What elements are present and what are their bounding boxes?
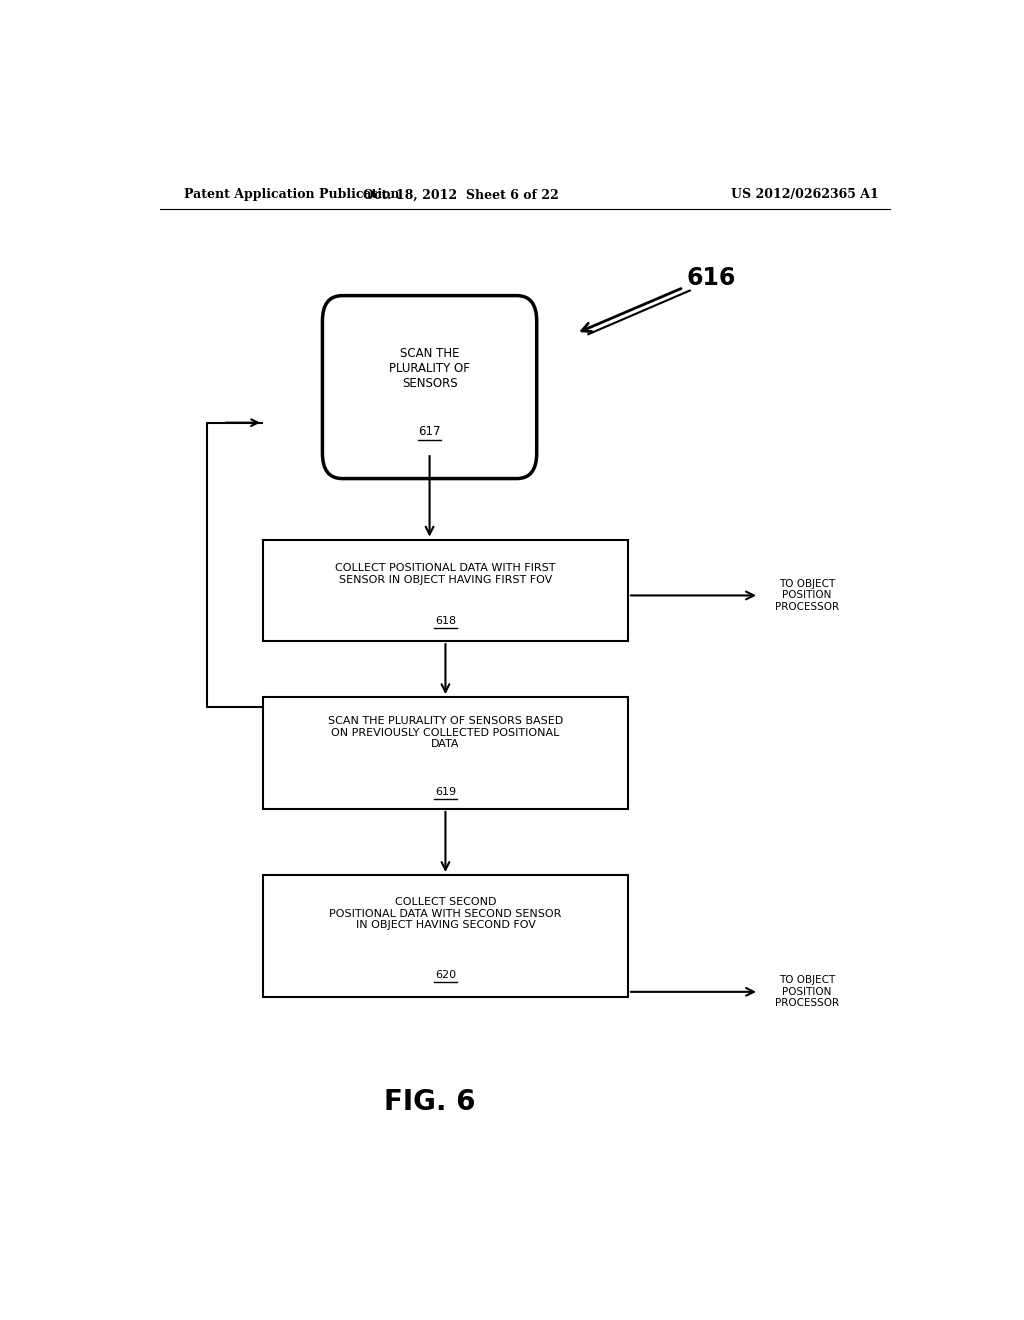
Text: Patent Application Publication: Patent Application Publication [183,189,399,202]
Text: TO OBJECT
POSITION
PROCESSOR: TO OBJECT POSITION PROCESSOR [775,975,839,1008]
FancyBboxPatch shape [323,296,537,479]
Text: SCAN THE PLURALITY OF SENSORS BASED
ON PREVIOUSLY COLLECTED POSITIONAL
DATA: SCAN THE PLURALITY OF SENSORS BASED ON P… [328,715,563,750]
FancyBboxPatch shape [263,540,628,642]
Text: 620: 620 [435,970,456,979]
Text: TO OBJECT
POSITION
PROCESSOR: TO OBJECT POSITION PROCESSOR [775,579,839,612]
Text: FIG. 6: FIG. 6 [384,1088,475,1115]
FancyBboxPatch shape [263,697,628,809]
Text: COLLECT POSITIONAL DATA WITH FIRST
SENSOR IN OBJECT HAVING FIRST FOV: COLLECT POSITIONAL DATA WITH FIRST SENSO… [335,564,556,585]
Text: 617: 617 [419,425,440,438]
Text: Oct. 18, 2012  Sheet 6 of 22: Oct. 18, 2012 Sheet 6 of 22 [364,189,559,202]
Text: 618: 618 [435,616,456,626]
Text: 616: 616 [687,267,736,290]
FancyBboxPatch shape [263,875,628,997]
Text: SCAN THE
PLURALITY OF
SENSORS: SCAN THE PLURALITY OF SENSORS [389,347,470,391]
Text: 619: 619 [435,787,456,796]
Text: US 2012/0262365 A1: US 2012/0262365 A1 [731,189,879,202]
Text: COLLECT SECOND
POSITIONAL DATA WITH SECOND SENSOR
IN OBJECT HAVING SECOND FOV: COLLECT SECOND POSITIONAL DATA WITH SECO… [330,898,561,931]
